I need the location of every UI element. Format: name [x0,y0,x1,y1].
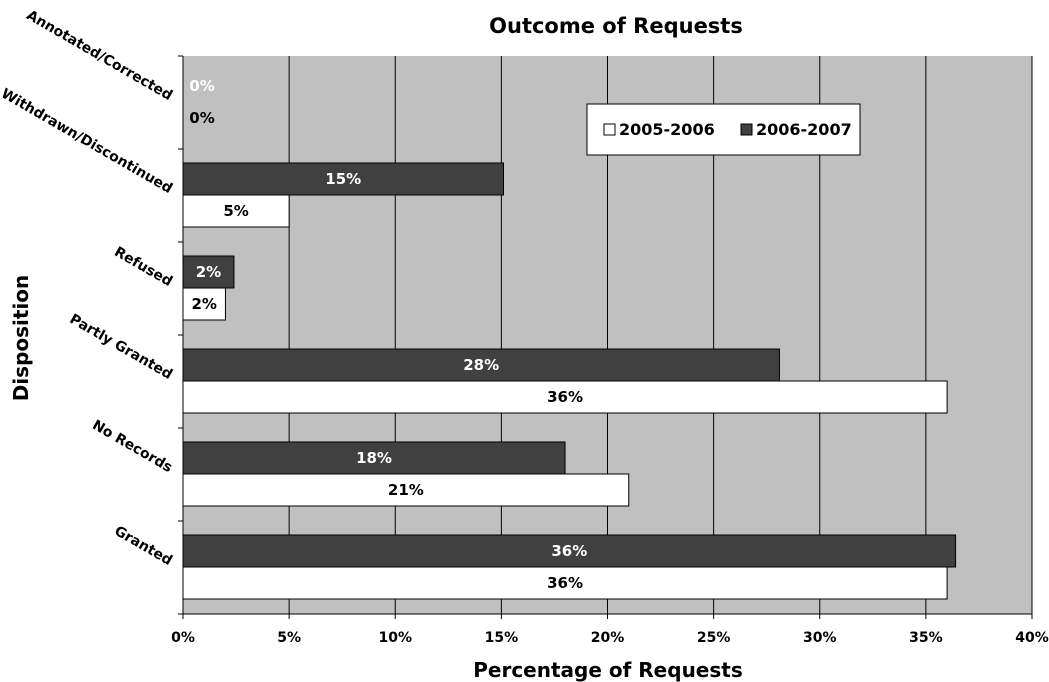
data-label: 21% [388,481,424,499]
data-label: 5% [223,202,248,220]
legend-entry: 2005-2006 [619,120,715,139]
data-label: 18% [356,449,392,467]
bars: 0% 0% 15% 5% 2% 2% 28% 36% 18% 21% 36% 36% [182,77,957,600]
y-axis-label: Disposition [9,275,33,402]
bar-2006-2007 [182,441,566,475]
data-label: 36% [547,388,583,406]
category-label: Refused [111,244,175,290]
data-label: 0% [189,77,214,95]
bar-2006-2007 [182,534,957,568]
x-tick-label: 25% [697,630,731,646]
category-label: Partly Granted [67,311,175,383]
x-tick-label: 20% [591,630,625,646]
x-axis-label: Percentage of Requests [473,658,743,682]
bar-2006-2007 [182,348,780,382]
category-label: No Records [89,417,175,476]
data-label: 15% [325,170,361,188]
bar-2005-2006 [182,566,948,600]
x-tick-labels: 0% 5% 10% 15% 20% 25% 30% 35% 40% [171,630,1049,646]
data-label: 2% [191,295,216,313]
bar-2005-2006 [182,287,226,321]
bar-2005-2006 [182,194,290,228]
category-label: Annotated/Corrected [24,7,175,104]
chart-title: Outcome of Requests [489,14,743,38]
bar-2005-2006 [182,473,630,507]
legend-swatch [740,123,753,136]
data-label: 2% [196,263,221,281]
data-label: 0% [189,109,214,127]
x-tick-label: 15% [485,630,519,646]
bar-2005-2006 [182,380,948,414]
axes [178,55,1033,619]
data-label: 36% [547,574,583,592]
legend-box [586,103,861,156]
category-label: Granted [112,523,175,569]
x-tick-label: 40% [1015,630,1049,646]
x-tick-label: 5% [277,630,301,646]
x-tick-label: 30% [803,630,837,646]
data-label: 28% [463,356,499,374]
legend-entry: 2006-2007 [756,120,852,139]
x-tick-label: 0% [171,630,195,646]
legend-swatch [603,123,616,136]
x-tick-label: 10% [378,630,412,646]
category-label: Withdrawn/Discontinued [0,86,175,197]
data-label: 36% [551,542,587,560]
legend: 2005-2006 2006-2007 [586,103,861,156]
x-tick-label: 35% [909,630,943,646]
